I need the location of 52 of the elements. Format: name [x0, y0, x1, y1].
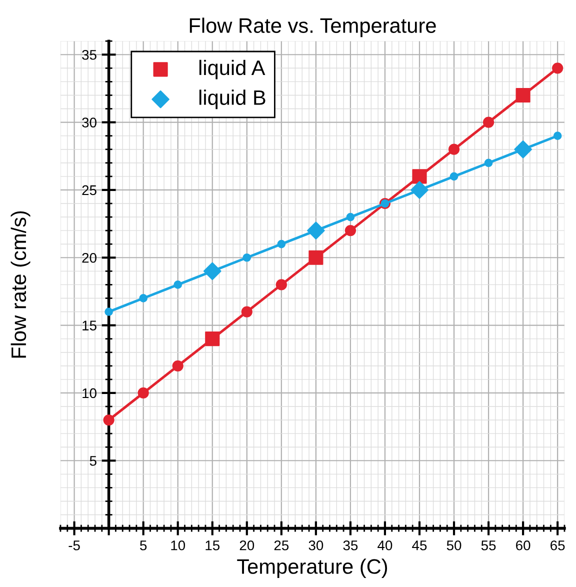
- x-tick-label: 35: [343, 540, 358, 550]
- point: [516, 88, 530, 103]
- x-tick-label: 50: [446, 540, 462, 550]
- y-tick-label: 5: [90, 456, 96, 466]
- point: [308, 250, 324, 265]
- point: [484, 158, 493, 168]
- y-tick-label: 20: [82, 252, 96, 263]
- y-tick-label: 15: [82, 320, 96, 330]
- point: [103, 414, 114, 426]
- x-axis-title: Temperature (C): [237, 558, 388, 578]
- x-tick-label: 20: [240, 540, 254, 550]
- y-tick-label: 30: [82, 118, 96, 128]
- legend-label: liquid B: [199, 90, 266, 110]
- point: [448, 144, 460, 155]
- point: [205, 332, 220, 346]
- x-tick-label: 5: [140, 540, 147, 550]
- x-tick-label: 25: [274, 540, 289, 550]
- point: [277, 240, 286, 248]
- point: [307, 222, 325, 240]
- point: [203, 262, 222, 280]
- legend-label: liquid A: [199, 60, 266, 80]
- point: [410, 181, 428, 199]
- point: [104, 308, 113, 316]
- point: [172, 360, 184, 372]
- point: [276, 279, 287, 290]
- x-tick-label: 65: [550, 540, 565, 550]
- y-tick-label: 35: [82, 50, 96, 60]
- x-tick-label: 10: [171, 540, 186, 550]
- point: [514, 140, 532, 158]
- point: [346, 212, 355, 222]
- point: [139, 294, 148, 302]
- y-axis-title: Flow rate (cm/s): [10, 211, 30, 358]
- y-tick-label: 10: [82, 388, 96, 398]
- point: [482, 116, 494, 128]
- x-tick-label: -5: [68, 540, 80, 550]
- point: [174, 280, 182, 289]
- chart-title: Flow Rate vs. Temperature: [190, 18, 436, 38]
- x-tick-label: 55: [481, 540, 496, 550]
- x-tick-label: 60: [516, 540, 530, 550]
- point: [450, 172, 458, 181]
- x-tick-label: 40: [378, 540, 392, 550]
- point: [344, 225, 356, 236]
- point: [553, 132, 562, 140]
- point: [138, 387, 149, 399]
- y-tick-label: 25: [82, 185, 96, 196]
- x-tick-label: 15: [206, 540, 220, 550]
- x-tick-label: 30: [308, 540, 324, 550]
- point: [242, 253, 252, 262]
- point: [552, 62, 564, 74]
- x-tick-label: 45: [412, 540, 427, 550]
- point: [241, 306, 252, 318]
- point: [412, 169, 427, 184]
